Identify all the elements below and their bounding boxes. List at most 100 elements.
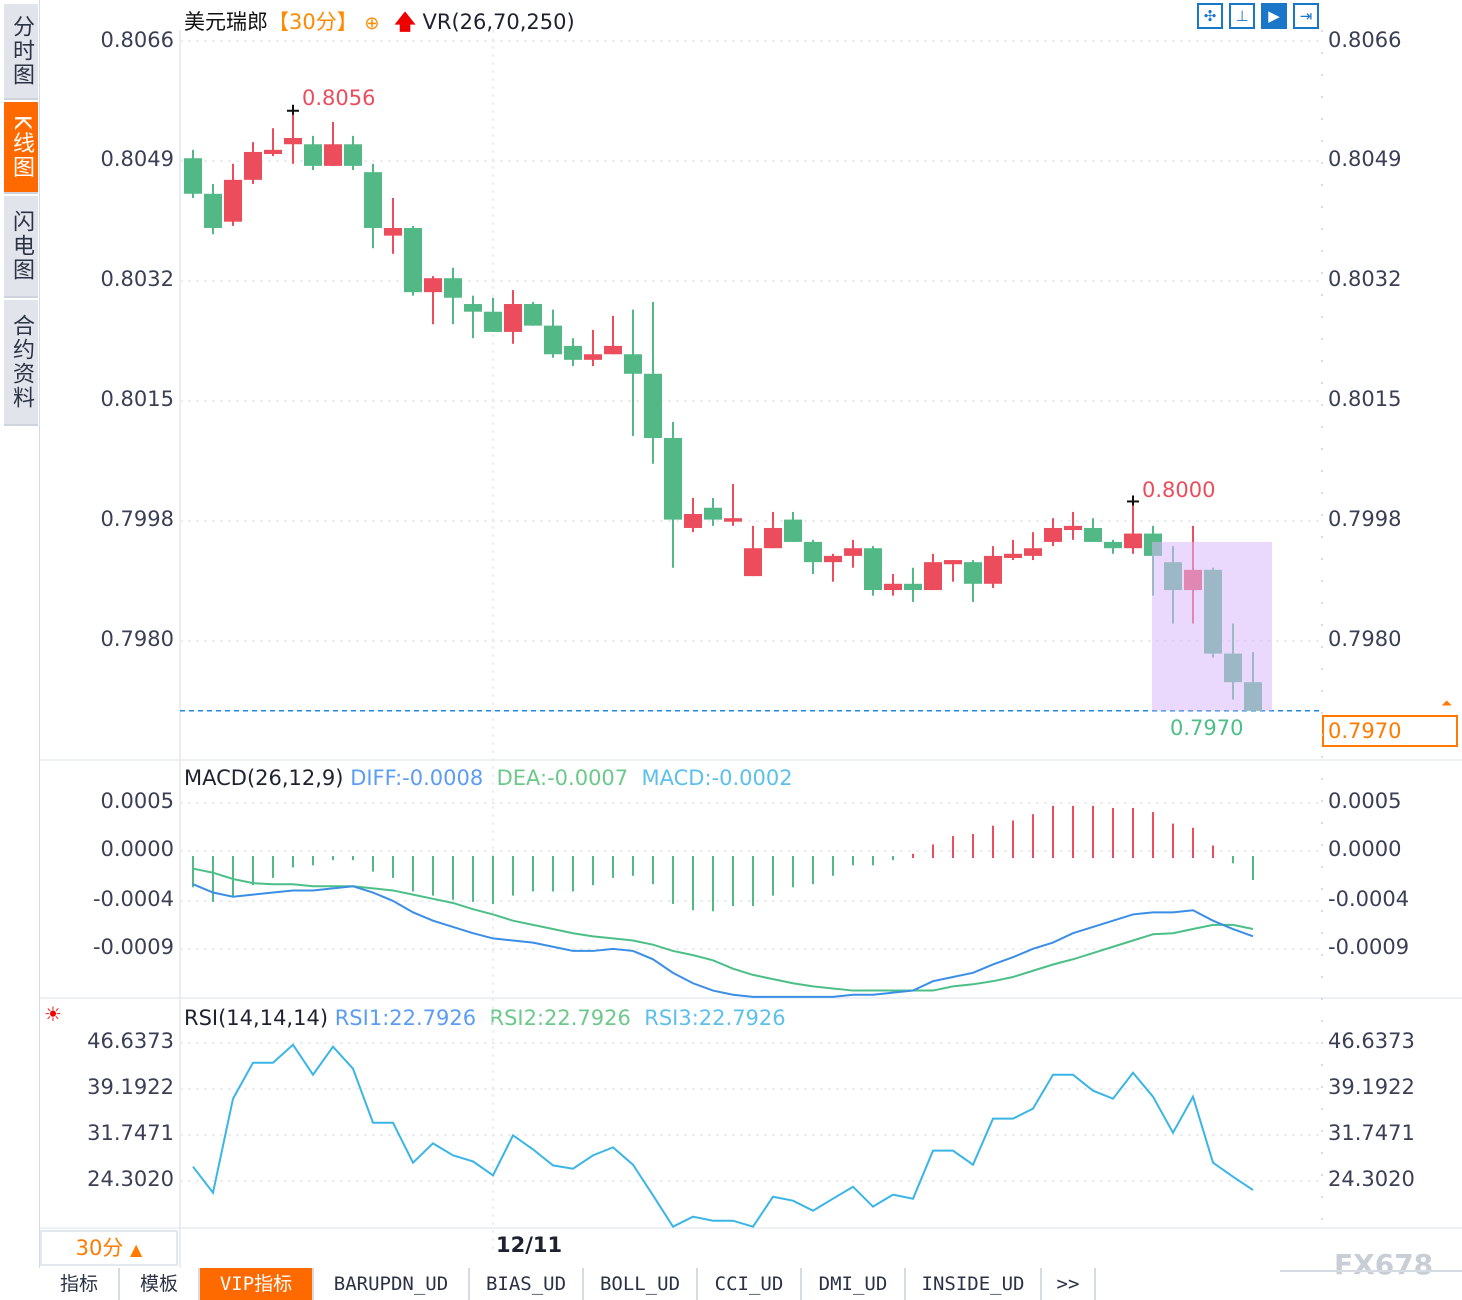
tab-more-button[interactable]: >>	[1042, 1268, 1096, 1300]
candle-body	[384, 227, 402, 236]
rsi-axis-right-tick: 39.1922	[1328, 1075, 1415, 1099]
rsi-title: RSI(14,14,14)	[184, 1006, 329, 1030]
macd-value: MACD:-0.0002	[641, 766, 793, 790]
range-measure-icon[interactable]: ⊥	[1229, 3, 1255, 29]
candle-body	[824, 555, 842, 563]
macd-axis-right-tick: -0.0004	[1328, 887, 1410, 911]
candle-body	[524, 304, 542, 326]
candle-body	[184, 158, 202, 194]
scroll-up-icon[interactable]: ⏶	[1441, 696, 1453, 712]
candle-body	[1104, 541, 1122, 549]
candle-body	[1004, 553, 1022, 558]
candle-body	[504, 304, 522, 332]
period-up-arrow-icon: ▲	[130, 1240, 143, 1259]
rsi2-value: RSI2:22.7926	[489, 1006, 631, 1030]
tab-inside-ud[interactable]: INSIDE_UD	[906, 1268, 1042, 1300]
rsi-legend: RSI(14,14,14) RSI1:22.7926 RSI2:22.7926 …	[184, 1006, 786, 1030]
candle-body	[624, 354, 642, 374]
candle-body	[1044, 527, 1062, 542]
candle-body	[644, 373, 662, 438]
crosshair-icon[interactable]: ✣	[1197, 3, 1223, 29]
period-selector-button[interactable]: 30分 ▲	[40, 1230, 178, 1266]
candle-body	[604, 345, 622, 355]
macd-axis-left-tick: -0.0009	[92, 935, 174, 959]
macd-axis-right-tick: -0.0009	[1328, 935, 1410, 959]
tab-templates[interactable]: 模板	[120, 1268, 200, 1300]
tab-dmi-ud[interactable]: DMI_UD	[802, 1268, 906, 1300]
macd-axis-right-tick: 0.0005	[1328, 789, 1402, 813]
rsi-axis-left-tick: 46.6373	[87, 1029, 174, 1053]
price-axis-right-tick: 0.8049	[1328, 147, 1402, 171]
candle-body	[464, 304, 482, 312]
price-axis-right-tick: 0.8032	[1328, 267, 1402, 291]
period-label[interactable]: 【30分】	[268, 10, 358, 34]
rsi-axis-left-tick: 24.3020	[87, 1167, 174, 1191]
candle-body	[784, 519, 802, 542]
candle-body	[444, 278, 462, 298]
rsi-axis-right-tick: 46.6373	[1328, 1029, 1415, 1053]
macd-title: MACD(26,12,9)	[184, 766, 344, 790]
price-axis-left-tick: 0.8032	[100, 267, 174, 291]
tab-cci-ud[interactable]: CCI_UD	[698, 1268, 802, 1300]
macd-axis-left-tick: 0.0000	[100, 837, 174, 861]
candle-body	[284, 137, 302, 145]
candle-body	[704, 507, 722, 520]
candle-body	[764, 527, 782, 549]
red-up-arrow-icon: 🡅	[394, 10, 416, 34]
candle-body	[564, 345, 582, 360]
macd-legend: MACD(26,12,9) DIFF:-0.0008 DEA:-0.0007 M…	[184, 766, 793, 790]
low-price-label: 0.7970	[1170, 716, 1244, 740]
circle-plus-icon[interactable]: ⊕	[364, 13, 380, 34]
sidebar-tab-kline[interactable]: K线图	[4, 102, 38, 194]
price-axis-left-tick: 0.8015	[100, 387, 174, 411]
rsi3-value: RSI3:22.7926	[644, 1006, 786, 1030]
candle-body	[864, 548, 882, 591]
tab-indicators[interactable]: 指标	[40, 1268, 120, 1300]
scroll-to-end-icon[interactable]: ⇥	[1293, 3, 1319, 29]
candle-body	[744, 548, 762, 577]
candle-body	[404, 227, 422, 293]
price-axis-left-tick: 0.7998	[100, 507, 174, 531]
candle-body	[224, 179, 242, 222]
draw-mode-icon[interactable]: ▶	[1261, 3, 1287, 29]
candle-body	[904, 583, 922, 591]
tab-bias-ud[interactable]: BIAS_UD	[470, 1268, 584, 1300]
rsi-axis-right-tick: 24.3020	[1328, 1167, 1415, 1191]
tabbar-divider	[1280, 1270, 1462, 1272]
sidebar-tab-timeshare[interactable]: 分时图	[4, 4, 38, 100]
candle-body	[364, 172, 382, 228]
candle-body	[424, 278, 442, 293]
candle-body	[484, 311, 502, 332]
selection-highlight	[1152, 541, 1272, 711]
candle-body	[1064, 525, 1082, 531]
tab-boll-ud[interactable]: BOLL_UD	[584, 1268, 698, 1300]
sidebar-tab-flash[interactable]: 闪电图	[4, 196, 38, 298]
candle-body	[984, 555, 1002, 584]
sidebar-divider	[39, 0, 40, 1268]
sidebar-tab-contract-info[interactable]: 合约资料	[4, 300, 38, 426]
candle-body	[344, 144, 362, 166]
macd-axis-left-tick: 0.0005	[100, 789, 174, 813]
indicator-label: VR(26,70,250)	[422, 10, 575, 34]
last-price-box: 0.7970	[1322, 715, 1458, 747]
macd-axis-right-tick: 0.0000	[1328, 837, 1402, 861]
tab-barupdn-ud[interactable]: BARUPDN_UD	[314, 1268, 470, 1300]
price-axis-left-tick: 0.8049	[100, 147, 174, 171]
high-price-label: 0.8056	[302, 86, 376, 110]
period-selector-label: 30分	[75, 1236, 124, 1260]
candle-body	[584, 354, 602, 360]
candle-body	[884, 583, 902, 591]
candle-body	[664, 437, 682, 520]
dea-line	[192, 867, 1254, 992]
candle-body	[204, 193, 222, 228]
macd-diff-value: DIFF:-0.0008	[350, 766, 484, 790]
tab-vip-indicators[interactable]: VIP指标	[200, 1268, 314, 1300]
candle-body	[804, 541, 822, 563]
indicator-settings-sun-icon[interactable]: ☀	[44, 1002, 62, 1026]
fx678-watermark: FX678	[1334, 1248, 1434, 1281]
candle-body	[724, 518, 742, 522]
rsi-axis-left-tick: 39.1922	[87, 1075, 174, 1099]
candle-body	[684, 514, 702, 528]
price-axis-left-tick: 0.8066	[100, 28, 174, 52]
